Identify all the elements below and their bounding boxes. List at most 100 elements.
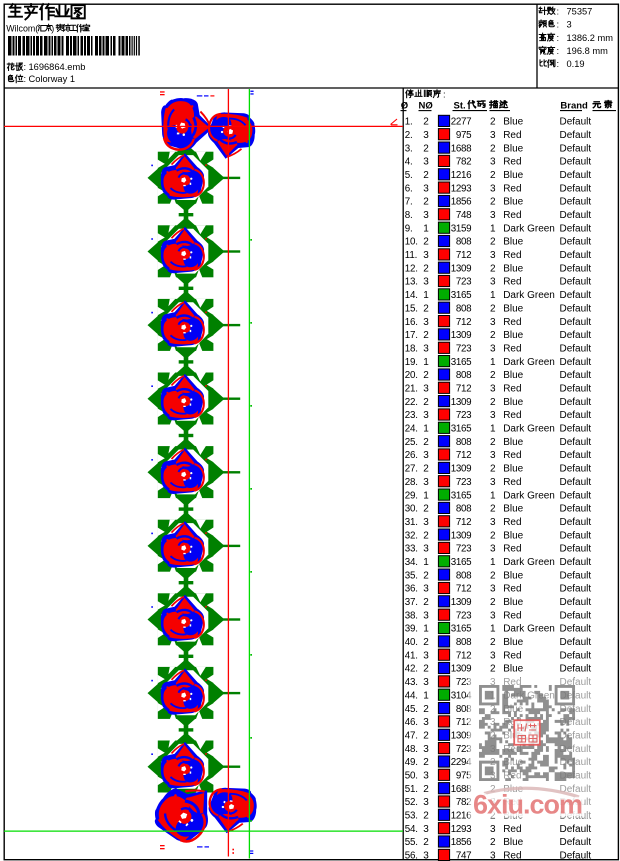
svg-text:3: 3: [423, 130, 429, 141]
svg-text:Dark Green: Dark Green: [503, 290, 555, 301]
svg-text:Blue: Blue: [503, 397, 523, 408]
svg-text:Blue: Blue: [503, 330, 523, 341]
svg-text:Blue: Blue: [503, 197, 523, 208]
svg-text:723: 723: [456, 744, 472, 755]
svg-text:Default: Default: [560, 410, 592, 421]
svg-text:Default: Default: [560, 344, 592, 355]
svg-text:1: 1: [423, 624, 429, 635]
svg-text:3: 3: [490, 277, 496, 288]
svg-text:2: 2: [423, 464, 429, 475]
svg-text:2: 2: [490, 370, 496, 381]
svg-text:2: 2: [423, 704, 429, 715]
svg-text:2: 2: [490, 837, 496, 848]
svg-text:2: 2: [490, 464, 496, 475]
svg-text:1309: 1309: [451, 397, 471, 408]
svg-text:Red: Red: [503, 584, 521, 595]
svg-text:1696864.emb: 1696864.emb: [29, 62, 86, 72]
svg-text:2: 2: [423, 237, 429, 248]
svg-text:3: 3: [490, 824, 496, 835]
svg-text:2: 2: [490, 597, 496, 608]
svg-text:3: 3: [490, 477, 496, 488]
svg-text:2: 2: [423, 143, 429, 154]
svg-text:Default: Default: [560, 464, 592, 475]
svg-text:12.: 12.: [405, 263, 418, 274]
svg-text:19.: 19.: [405, 357, 418, 368]
svg-text:3104: 3104: [451, 690, 472, 701]
svg-text:1: 1: [423, 690, 429, 701]
svg-text:723: 723: [456, 544, 472, 555]
svg-text:2: 2: [490, 664, 496, 675]
svg-text:): ): [51, 24, 54, 34]
svg-text::: :: [557, 33, 560, 43]
svg-text:1: 1: [490, 357, 496, 368]
svg-text:1: 1: [423, 223, 429, 234]
svg-text:Red: Red: [503, 517, 521, 528]
svg-text:196.8 mm: 196.8 mm: [567, 46, 609, 56]
svg-text:712: 712: [456, 517, 471, 528]
svg-text:747: 747: [456, 851, 471, 861]
svg-text:2: 2: [423, 437, 429, 448]
svg-text:56.: 56.: [405, 851, 418, 861]
svg-text:3: 3: [423, 317, 429, 328]
svg-text:39.: 39.: [405, 624, 418, 635]
svg-text:2: 2: [423, 330, 429, 341]
svg-text:29.: 29.: [405, 490, 418, 501]
svg-text:2: 2: [490, 437, 496, 448]
svg-text:1: 1: [490, 624, 496, 635]
svg-text:3: 3: [490, 130, 496, 141]
svg-text:2: 2: [490, 504, 496, 515]
svg-text:Default: Default: [560, 584, 592, 595]
svg-text:Default: Default: [560, 424, 592, 435]
svg-text:31.: 31.: [405, 517, 418, 528]
svg-text:48.: 48.: [405, 744, 418, 755]
svg-text:Default: Default: [560, 597, 592, 608]
svg-text:3: 3: [490, 584, 496, 595]
svg-text:Blue: Blue: [503, 117, 523, 128]
svg-text:3165: 3165: [451, 557, 472, 568]
svg-text:Default: Default: [560, 317, 592, 328]
svg-text:Red: Red: [503, 157, 521, 168]
svg-text:Default: Default: [560, 570, 592, 581]
svg-text:Red: Red: [503, 277, 521, 288]
svg-text:1: 1: [423, 357, 429, 368]
svg-text::: :: [557, 6, 560, 16]
svg-text:Red: Red: [503, 250, 521, 261]
svg-text:1: 1: [490, 424, 496, 435]
svg-text:Red: Red: [503, 544, 521, 555]
svg-text:Default: Default: [560, 384, 592, 395]
svg-text:10.: 10.: [405, 237, 418, 248]
svg-text:3165: 3165: [451, 357, 472, 368]
svg-text:Blue: Blue: [503, 570, 523, 581]
svg-text:Ø: Ø: [401, 101, 408, 112]
svg-text:1293: 1293: [451, 183, 472, 194]
svg-text:23.: 23.: [405, 410, 418, 421]
svg-text:21.: 21.: [405, 384, 418, 395]
svg-text:Default: Default: [560, 330, 592, 341]
svg-text:2: 2: [423, 263, 429, 274]
svg-text:13.: 13.: [405, 277, 418, 288]
svg-text:Wilcom(: Wilcom(: [6, 24, 38, 34]
svg-text:2: 2: [423, 784, 429, 795]
svg-text:3: 3: [567, 20, 572, 30]
svg-text:Dark Green: Dark Green: [503, 223, 555, 234]
svg-text:Default: Default: [560, 223, 592, 234]
svg-text:41.: 41.: [405, 650, 418, 661]
svg-text:3: 3: [490, 650, 496, 661]
svg-text:1688: 1688: [451, 143, 472, 154]
svg-text:53.: 53.: [405, 811, 418, 822]
svg-text:1386.2 mm: 1386.2 mm: [567, 33, 614, 43]
svg-text:1309: 1309: [451, 664, 471, 675]
svg-text:3: 3: [423, 517, 429, 528]
svg-text:Blue: Blue: [503, 530, 523, 541]
svg-text:Dark Green: Dark Green: [503, 357, 555, 368]
svg-text:712: 712: [456, 317, 471, 328]
svg-text:723: 723: [456, 477, 472, 488]
svg-text:Default: Default: [560, 263, 592, 274]
svg-text:782: 782: [456, 157, 471, 168]
svg-text:2: 2: [490, 330, 496, 341]
svg-text:1216: 1216: [451, 811, 472, 822]
svg-text:Default: Default: [560, 397, 592, 408]
svg-text:Default: Default: [560, 290, 592, 301]
svg-text:11.: 11.: [405, 250, 417, 261]
svg-text:NØ: NØ: [419, 101, 433, 112]
